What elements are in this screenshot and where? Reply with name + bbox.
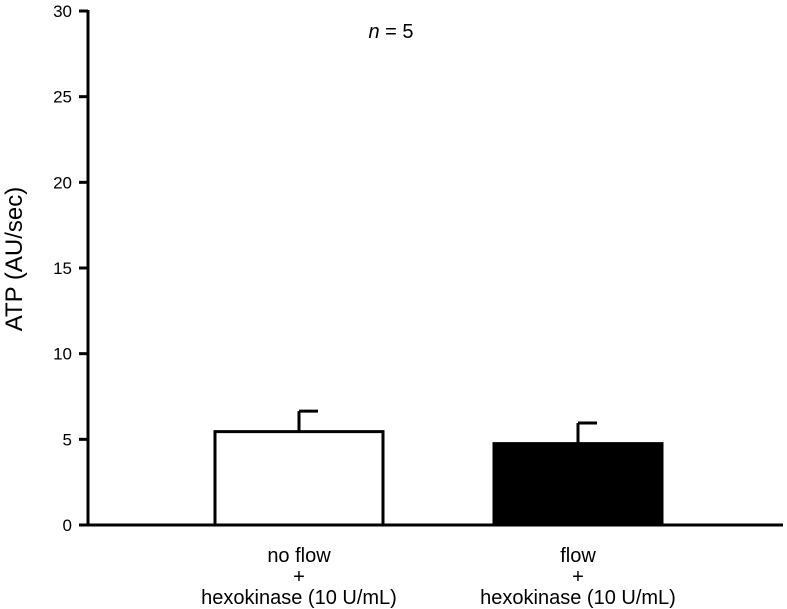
sample-size-symbol: n [368, 21, 379, 43]
x-category-label-0-line-0: no flow [267, 545, 331, 567]
x-category-label-1-line-1: + [572, 566, 584, 588]
x-category-label-0-line-2: hexokinase (10 U/mL) [201, 587, 397, 609]
y-tick-label-0: 0 [63, 516, 72, 535]
bar-1 [492, 442, 664, 527]
bar-0 [213, 430, 385, 527]
y-tick-label-3: 15 [53, 259, 72, 278]
sample-size-annotation: n = 5 [368, 21, 413, 43]
y-tick-label-2: 10 [53, 345, 72, 364]
x-category-label-0: no flow + hexokinase (10 U/mL) [201, 545, 397, 609]
x-category-label-1: flow + hexokinase (10 U/mL) [480, 545, 676, 609]
x-category-label-1-line-2: hexokinase (10 U/mL) [480, 587, 676, 609]
y-tick-label-4: 20 [53, 173, 72, 192]
sample-size-value: = 5 [380, 21, 414, 43]
y-tick-label-6: 30 [53, 2, 72, 21]
y-axis-label: ATP (AU/sec) [1, 187, 28, 331]
x-category-label-1-line-0: flow [560, 545, 596, 567]
y-tick-label-1: 5 [63, 430, 72, 449]
x-category-label-0-line-1: + [293, 566, 305, 588]
y-tick-label-5: 25 [53, 88, 72, 107]
bars-layer [213, 409, 664, 527]
